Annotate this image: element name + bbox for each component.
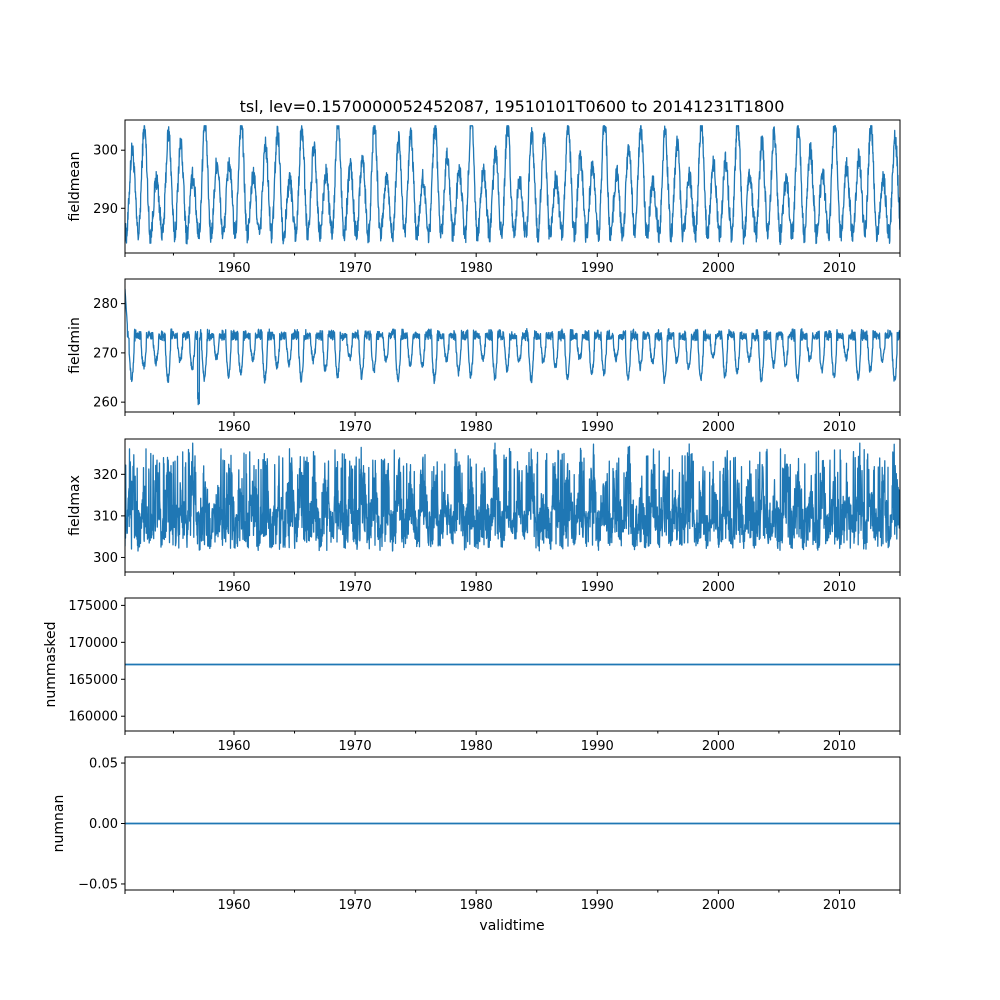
x-tick-label: 2010 [823, 580, 856, 595]
y-axis-label-fieldmax: fieldmax [67, 475, 83, 536]
chart-title: tsl, lev=0.1570000052452087, 19510101T06… [240, 97, 785, 116]
x-tick-label: 2000 [702, 420, 735, 435]
x-tick-label: 1990 [581, 420, 614, 435]
x-tick-label: 1970 [339, 739, 372, 754]
y-axis-label-numnan: numnan [51, 795, 67, 853]
axes-frame-fieldmean [124, 119, 901, 254]
x-tick-label: 1960 [217, 420, 250, 435]
panel-fieldmin: 260 270 280 fieldmin 1960 1970 1980 1990 2000 201… [67, 278, 901, 435]
x-tick-label: 1980 [460, 261, 493, 276]
y-tick-label-numnan: 0.00 [89, 817, 118, 832]
x-tick-label: 1980 [460, 898, 493, 913]
axes-frame-fieldmin [124, 278, 901, 413]
y-axis-label-nummasked: nummasked [43, 621, 59, 707]
x-tick-label: 1990 [581, 261, 614, 276]
x-tick-label: 1970 [339, 261, 372, 276]
x-tick-label: 2000 [702, 898, 735, 913]
y-tick-label-fieldmin: 270 [93, 346, 118, 361]
y-tick-label-fieldmax: 300 [93, 551, 118, 566]
panel-nummasked: 160000 165000 170000 175000 nummasked 1960 197… [43, 597, 901, 754]
x-tick-label: 1970 [339, 420, 372, 435]
x-tick-label: 1990 [581, 739, 614, 754]
x-tick-label: 2010 [823, 898, 856, 913]
y-tick-label-numnan: 0.05 [89, 757, 118, 772]
x-tick-label: 1980 [460, 580, 493, 595]
series-line-fieldmin [125, 288, 900, 406]
y-axis-label-fieldmean: fieldmean [67, 152, 83, 222]
y-tick-label-nummasked: 160000 [68, 710, 118, 725]
x-tick-label: 2000 [702, 580, 735, 595]
y-tick-label-fieldmin: 260 [93, 396, 118, 411]
series-line-fieldmax [125, 442, 900, 552]
y-tick-label-fieldmean: 290 [93, 202, 118, 217]
y-tick-label-nummasked: 165000 [68, 673, 118, 688]
x-axis-label: validtime [479, 918, 544, 934]
axes-frame-nummasked [124, 597, 901, 732]
x-tick-label: 1980 [460, 420, 493, 435]
x-tick-label: 1970 [339, 898, 372, 913]
y-tick-label-fieldmax: 310 [93, 509, 118, 524]
x-tick-label: 1960 [217, 739, 250, 754]
x-tick-label: 2000 [702, 261, 735, 276]
axes-frame-fieldmax [124, 438, 901, 573]
x-tick-label: 1960 [217, 898, 250, 913]
x-tick-label: 1980 [460, 739, 493, 754]
x-tick-label: 2010 [823, 739, 856, 754]
x-tick-label: 1990 [581, 898, 614, 913]
y-tick-label-numnan: −0.05 [78, 877, 118, 892]
x-tick-label: 1960 [217, 261, 250, 276]
panel-fieldmax: 300 310 320 fieldmax 1960 1970 1980 1990 2000 201… [67, 438, 901, 595]
y-tick-label-fieldmean: 300 [93, 144, 118, 159]
y-tick-label-fieldmin: 280 [93, 297, 118, 312]
x-tick-label: 2000 [702, 739, 735, 754]
series-line-fieldmean [125, 125, 900, 246]
x-tick-label: 1970 [339, 580, 372, 595]
y-axis-label-fieldmin: fieldmin [67, 317, 83, 374]
y-tick-label-nummasked: 170000 [68, 636, 118, 651]
x-tick-label: 2010 [823, 420, 856, 435]
panel-numnan: −0.05 0.00 0.05 numnan 1960 1970 1980 1990 2000 2… [51, 756, 901, 913]
y-tick-label-fieldmax: 320 [93, 468, 118, 483]
x-tick-label: 1990 [581, 580, 614, 595]
panel-fieldmean: 290 300 fieldmean 1960 1970 1980 1990 2000 2010 [67, 119, 901, 276]
x-tick-label: 2010 [823, 261, 856, 276]
x-tick-label: 1960 [217, 580, 250, 595]
y-tick-label-nummasked: 175000 [68, 599, 118, 614]
